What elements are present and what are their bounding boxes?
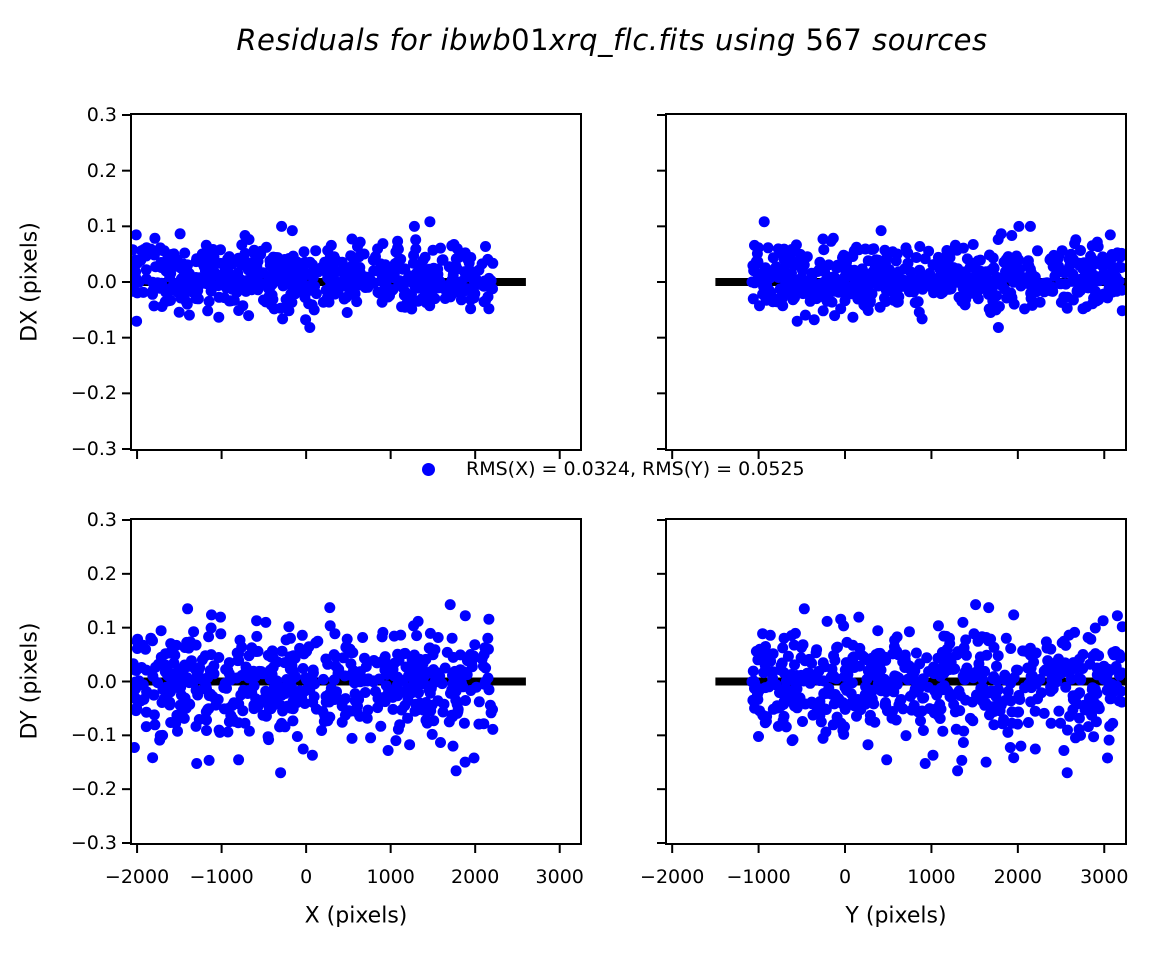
scatter-svg-dy-vs-x xyxy=(122,519,561,853)
scatter-svg-dy-vs-y xyxy=(657,519,1125,853)
y-tick-label: −0.2 xyxy=(70,382,117,405)
legend-marker-icon xyxy=(422,462,435,476)
y-tick-label: −0.1 xyxy=(70,326,117,349)
y-axis-label-dx: DX (pixels) xyxy=(17,222,43,342)
y-tick-label: 0.3 xyxy=(86,104,117,126)
x-tick-label: 0 xyxy=(838,866,852,888)
y-tick-label: 0.1 xyxy=(86,215,117,238)
x-axis-label-x: X (pixels) xyxy=(304,903,408,929)
scatter-points xyxy=(132,599,499,779)
x-tick-label: 3000 xyxy=(535,866,584,888)
tick-marks xyxy=(657,114,1106,459)
scatter-svg-dx-vs-y xyxy=(657,114,1125,459)
tick-marks xyxy=(122,114,561,459)
y-tick-label: 0.0 xyxy=(86,670,117,693)
legend: RMS(X) = 0.0324, RMS(Y) = 0.0525 xyxy=(408,456,805,482)
figure-title: Residuals for ibwb01xrq_flc.fits using 5… xyxy=(236,23,988,57)
panel-dx-vs-x xyxy=(122,113,582,459)
y-tick-label: −0.3 xyxy=(70,438,117,460)
scatter-points xyxy=(746,216,1125,333)
y-tick-label: −0.2 xyxy=(70,778,117,801)
y-tick-label: 0.2 xyxy=(86,562,117,585)
panel-dx-vs-y xyxy=(657,113,1127,459)
y-tick-label: 0.0 xyxy=(86,271,117,293)
panel-dy-vs-x xyxy=(122,518,582,853)
x-tick-label: −1000 xyxy=(726,866,791,888)
legend-label: RMS(X) = 0.0324, RMS(Y) = 0.0525 xyxy=(466,458,805,480)
x-tick-label: 1000 xyxy=(366,866,415,888)
panel-dy-vs-y xyxy=(657,518,1127,853)
y-tick-label: 0.3 xyxy=(86,509,117,531)
x-tick-label: 0 xyxy=(300,866,313,888)
x-tick-label: 2000 xyxy=(450,866,500,888)
x-tick-label: −2000 xyxy=(104,866,170,888)
x-tick-label: 3000 xyxy=(1080,866,1129,888)
y-tick-label: 0.2 xyxy=(86,159,117,182)
tick-marks xyxy=(122,519,561,853)
scatter-points xyxy=(132,216,499,333)
y-axis-label-dy: DY (pixels) xyxy=(17,622,43,740)
tick-marks xyxy=(657,519,1106,853)
x-tick-label: −1000 xyxy=(189,866,254,888)
scatter-svg-dx-vs-x xyxy=(122,114,561,459)
y-tick-label: 0.1 xyxy=(86,616,117,639)
x-axis-label-y: Y (pixels) xyxy=(845,903,947,929)
y-tick-label: −0.1 xyxy=(70,724,117,747)
x-tick-label: 1000 xyxy=(907,866,956,888)
scatter-points xyxy=(746,599,1125,779)
y-tick-label: −0.3 xyxy=(70,832,117,854)
x-tick-label: −2000 xyxy=(640,866,705,888)
x-tick-label: 2000 xyxy=(993,866,1043,888)
